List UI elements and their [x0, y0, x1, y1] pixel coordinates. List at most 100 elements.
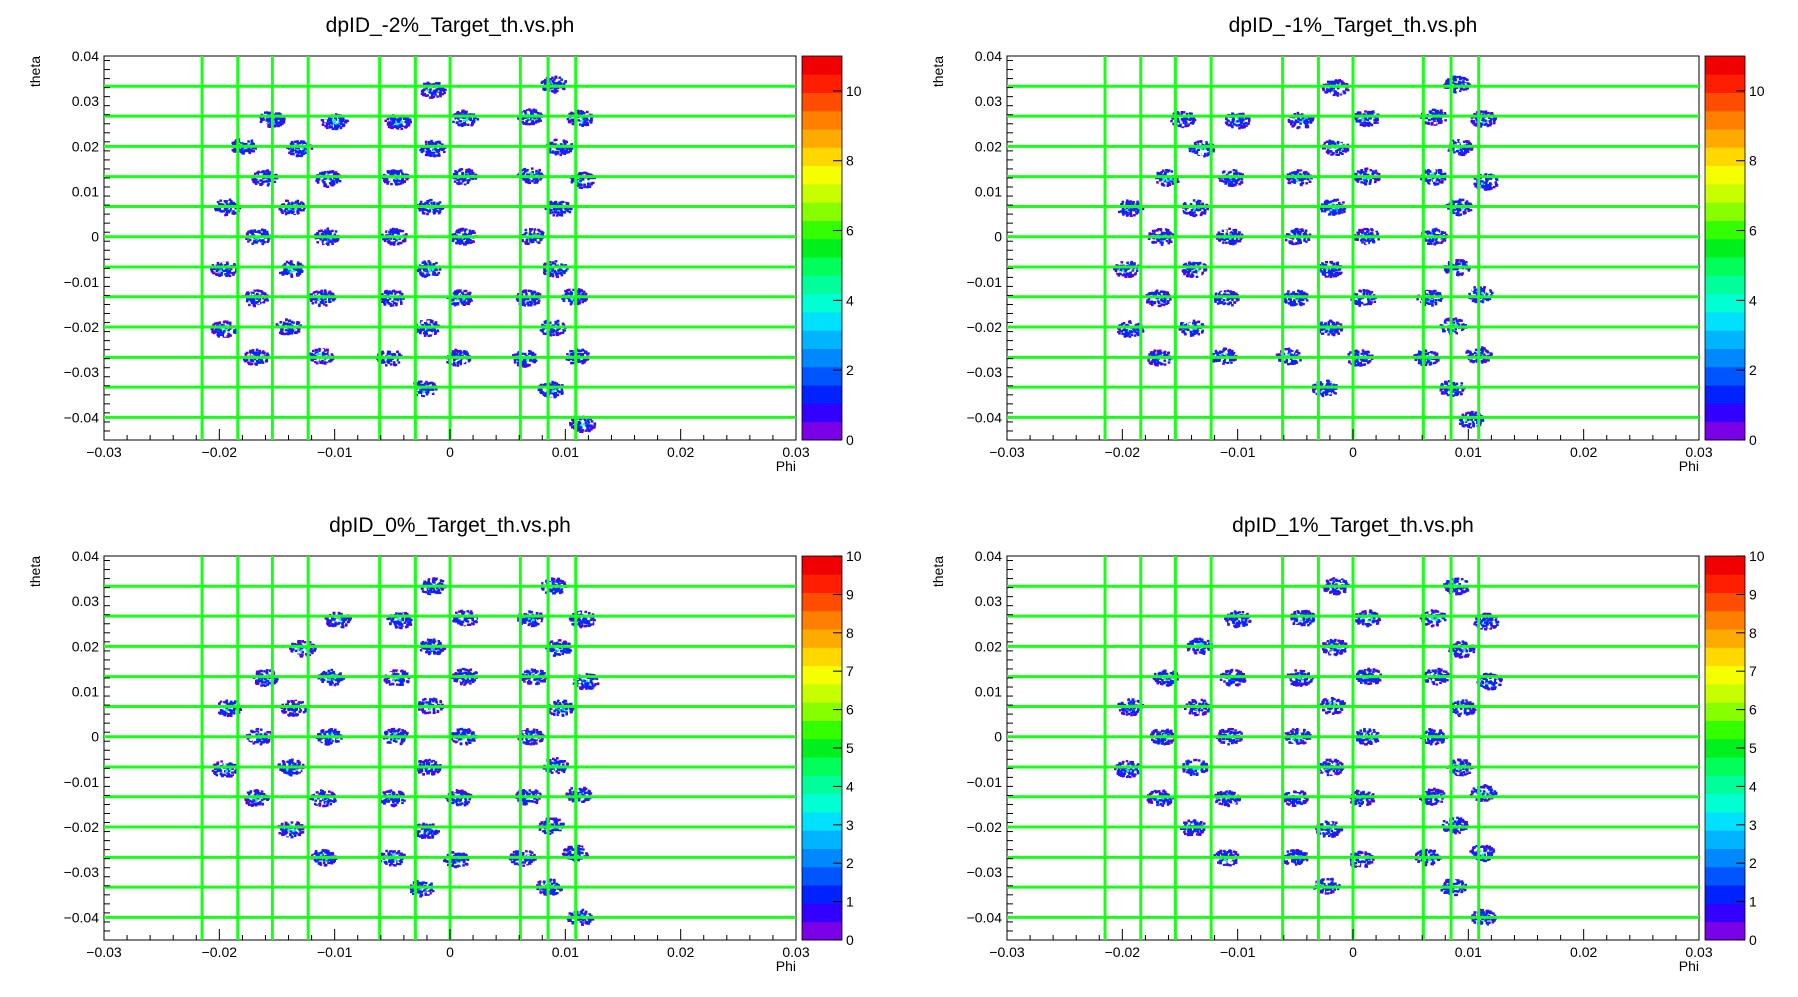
colorbar-bin: [1705, 330, 1745, 349]
plot-area: [104, 556, 796, 940]
y-tick-label: −0.02: [967, 819, 1003, 835]
z-tick-label: 9: [846, 586, 854, 602]
colorbar-bin: [802, 738, 842, 758]
x-tick-label: −0.03: [86, 444, 122, 460]
colorbar-bin: [1705, 275, 1745, 295]
colorbar-bin: [1705, 129, 1745, 148]
y-tick-label: 0.04: [72, 48, 99, 64]
y-tick-label: −0.01: [64, 774, 100, 790]
chart-panel-3: dpID_1%_Target_th.vs.ph −0.03 −0.02 −0.01 0 0…: [930, 514, 1765, 974]
colorbar-bin: [1705, 885, 1745, 904]
data-spot: [517, 728, 546, 746]
colorbar-bin: [802, 665, 842, 685]
colorbar-bin: [802, 702, 842, 721]
x-tick-label: −0.03: [86, 944, 122, 960]
z-tick-label: 8: [1749, 625, 1757, 641]
colorbar-bin: [1705, 56, 1745, 75]
colorbar-bin: [1705, 165, 1745, 185]
y-tick-label: −0.04: [967, 909, 1003, 925]
data-spot: [1213, 289, 1240, 307]
y-tick-label: 0.02: [72, 138, 99, 154]
z-tick-label: 4: [1749, 292, 1757, 308]
colorbar-bin: [1705, 92, 1745, 112]
colorbar-bin: [802, 629, 842, 648]
x-axis-label: Phi: [1679, 458, 1699, 474]
y-tick-label: 0.01: [975, 684, 1002, 700]
z-tick-label: 1: [1749, 894, 1757, 910]
colorbar-bin: [802, 238, 842, 258]
colorbar-bin: [802, 293, 842, 313]
colorbar-bin: [802, 866, 842, 886]
colorbar-bin: [1705, 556, 1745, 575]
colorbar-bin: [802, 275, 842, 295]
z-tick-label: 9: [1749, 586, 1757, 602]
x-tick-label: 0.02: [1570, 444, 1597, 460]
y-tick-label: 0.01: [72, 684, 99, 700]
colorbar-bin: [802, 312, 842, 331]
x-tick-label: 0.03: [1685, 444, 1712, 460]
colorbar-bin: [1705, 202, 1745, 221]
x-tick-label: −0.01: [317, 944, 353, 960]
colorbar-bin: [802, 220, 842, 240]
z-tick-label: 5: [1749, 740, 1757, 756]
z-tick-label: 8: [846, 625, 854, 641]
plot-area: [1007, 56, 1699, 440]
colorbar-bin: [802, 684, 842, 703]
y-tick-label: −0.01: [967, 774, 1003, 790]
y-tick-label: 0: [91, 229, 99, 245]
colorbar-bin: [802, 592, 842, 612]
colorbar-bin: [802, 647, 842, 667]
colorbar-bin: [1705, 147, 1745, 167]
colorbar-bin: [802, 574, 842, 593]
colorbar-bin: [802, 610, 842, 630]
colorbar-frame: [801, 55, 843, 441]
x-tick-label: 0.01: [552, 944, 579, 960]
y-axis-label: theta: [930, 556, 946, 587]
colorbar-bin: [1705, 293, 1745, 313]
y-tick-label: −0.03: [967, 864, 1003, 880]
plot-area: [1007, 556, 1699, 940]
colorbar-bin: [802, 330, 842, 349]
y-tick-label: 0.03: [72, 593, 99, 609]
colorbar-bin: [1705, 738, 1745, 758]
z-tick-label: 7: [1749, 663, 1757, 679]
colorbar-bin: [1705, 903, 1745, 923]
y-tick-label: −0.01: [64, 274, 100, 290]
y-tick-label: −0.04: [64, 909, 100, 925]
data-spot: [1473, 173, 1499, 191]
colorbar-bin: [802, 129, 842, 148]
colorbar-bin: [802, 903, 842, 923]
colorbar-bin: [1705, 366, 1745, 386]
colorbar-bin: [802, 366, 842, 386]
y-tick-label: −0.01: [967, 274, 1003, 290]
x-tick-label: −0.03: [989, 444, 1025, 460]
z-tick-label: 2: [846, 855, 854, 871]
z-tick-label: 0: [1749, 932, 1757, 948]
colorbar-bin: [802, 74, 842, 93]
colorbar-bin: [802, 720, 842, 740]
data-spot: [420, 81, 447, 99]
y-axis-label: theta: [930, 56, 946, 87]
colorbar-bin: [1705, 574, 1745, 593]
colorbar-bin: [1705, 757, 1745, 776]
z-tick-label: 10: [846, 83, 862, 99]
colorbar-bin: [1705, 110, 1745, 130]
z-tick-label: 10: [1749, 83, 1765, 99]
y-tick-label: 0: [91, 729, 99, 745]
y-axis-label: theta: [27, 556, 43, 587]
colorbar-bin: [1705, 220, 1745, 240]
z-tick-label: 5: [846, 740, 854, 756]
x-tick-label: −0.01: [317, 444, 353, 460]
colorbar-bin: [1705, 184, 1745, 203]
y-tick-label: −0.02: [64, 819, 100, 835]
data-spot: [1469, 844, 1496, 863]
chart-panel-2: dpID_0%_Target_th.vs.ph −0.03 −0.02 −0.01 0 0…: [27, 514, 862, 974]
colorbar-frame: [1704, 55, 1746, 441]
z-tick-label: 3: [1749, 817, 1757, 833]
chart-title: dpID_1%_Target_th.vs.ph: [1232, 514, 1474, 537]
x-tick-label: 0: [1349, 444, 1357, 460]
colorbar-bin: [1705, 610, 1745, 630]
colorbar-bin: [1705, 629, 1745, 648]
y-tick-label: 0.03: [975, 93, 1002, 109]
z-tick-label: 0: [846, 932, 854, 948]
